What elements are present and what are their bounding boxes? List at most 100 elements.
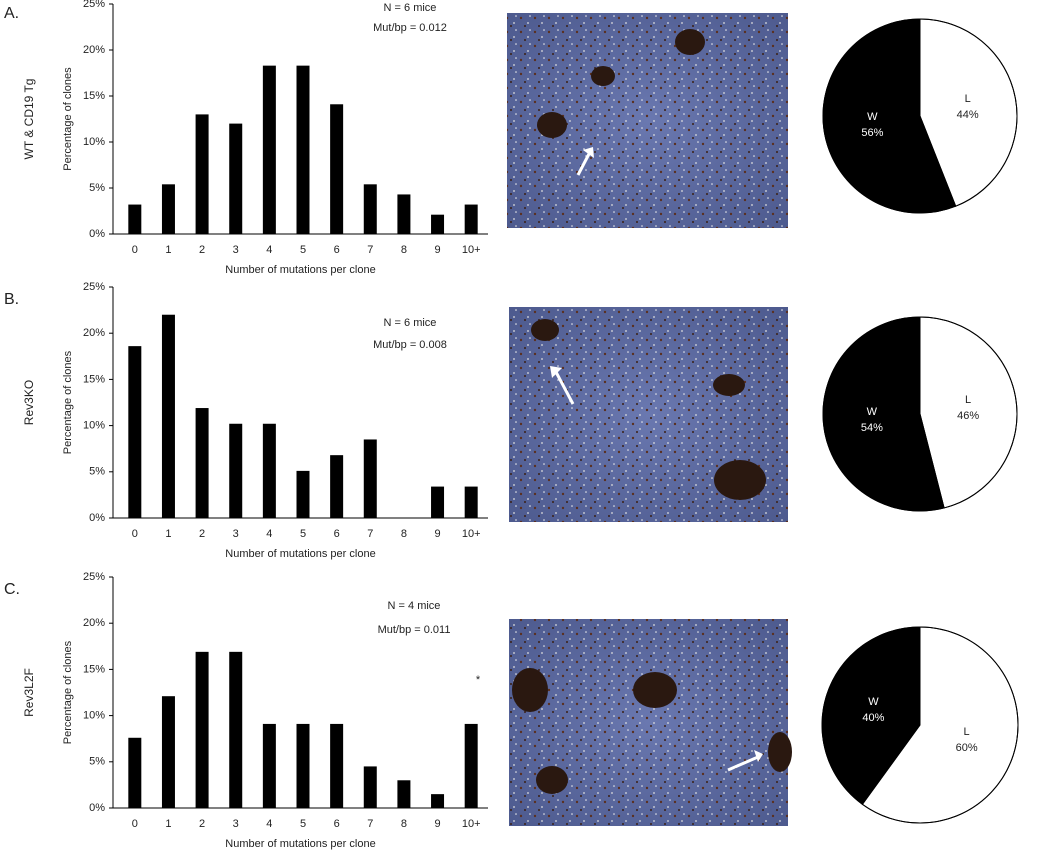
pie-category: L <box>965 394 971 406</box>
bar <box>128 204 142 234</box>
pie-value-label: 40% <box>862 712 884 724</box>
y-tick-label: 20% <box>83 617 105 629</box>
x-tick-label: 3 <box>233 244 239 256</box>
annotation: N = 6 mice <box>384 2 437 14</box>
annotation: N = 6 mice <box>384 317 437 329</box>
y-tick-label: 10% <box>83 710 105 722</box>
bar <box>128 737 142 808</box>
x-tick-label: 5 <box>300 528 306 540</box>
x-tick-label: 7 <box>367 528 373 540</box>
x-tick-label: 9 <box>434 244 440 256</box>
x-tick-label: 4 <box>266 818 272 830</box>
pie-category: W <box>867 111 878 123</box>
y-tick-label: 0% <box>89 802 105 814</box>
pie-outline <box>821 626 1019 824</box>
micrograph-a <box>507 13 788 228</box>
x-tick-label: 3 <box>233 818 239 830</box>
x-tick-label: 5 <box>300 244 306 256</box>
bar <box>397 780 411 808</box>
x-tick-label: 4 <box>266 528 272 540</box>
bar <box>330 455 344 518</box>
x-axis-label: Number of mutations per clone <box>225 838 375 850</box>
x-tick-label: 2 <box>199 528 205 540</box>
bar <box>397 194 411 234</box>
bar <box>195 114 209 234</box>
bar <box>296 470 310 518</box>
y-tick-label: 15% <box>83 373 105 385</box>
bar <box>262 65 276 234</box>
bar <box>330 723 344 808</box>
x-tick-label: 4 <box>266 244 272 256</box>
x-tick-label: 10+ <box>462 528 481 540</box>
bar <box>296 65 310 234</box>
y-axis-label: Percentage of clones <box>62 350 74 454</box>
bar <box>330 104 344 234</box>
bar <box>161 696 175 808</box>
y-tick-label: 10% <box>83 136 105 148</box>
bar <box>296 723 310 808</box>
annotation: N = 4 mice <box>388 600 441 612</box>
bar <box>161 184 175 234</box>
bar <box>363 766 377 808</box>
annotation: Mut/bp = 0.008 <box>373 339 447 351</box>
y-axis-label: Percentage of clones <box>62 67 74 171</box>
pie-value-label: 54% <box>861 422 883 434</box>
x-tick-label: 9 <box>434 818 440 830</box>
x-tick-label: 0 <box>132 818 138 830</box>
x-tick-label: 8 <box>401 528 407 540</box>
annotation: Mut/bp = 0.012 <box>373 22 447 34</box>
panel-label: A. <box>4 5 19 22</box>
bar <box>229 123 243 234</box>
pie-value-label: 44% <box>957 109 979 121</box>
bar <box>363 184 377 234</box>
annotation: Mut/bp = 0.011 <box>378 624 451 636</box>
x-tick-label: 0 <box>132 528 138 540</box>
x-tick-label: 1 <box>165 818 171 830</box>
y-tick-label: 25% <box>83 281 105 293</box>
y-axis-label: Percentage of clones <box>62 640 74 744</box>
x-axis-label: Number of mutations per clone <box>225 264 375 276</box>
x-tick-label: 3 <box>233 528 239 540</box>
y-tick-label: 20% <box>83 44 105 56</box>
group-label: Rev3L2F <box>22 668 36 717</box>
y-tick-label: 20% <box>83 327 105 339</box>
bar <box>431 486 445 518</box>
bar <box>363 439 377 518</box>
bar <box>229 423 243 518</box>
bar <box>464 723 478 808</box>
y-tick-label: 25% <box>83 0 105 10</box>
panel-label: C. <box>4 581 20 598</box>
x-tick-label: 6 <box>334 818 340 830</box>
bar <box>262 723 276 808</box>
bar <box>464 486 478 518</box>
bar <box>229 651 243 808</box>
x-tick-label: 10+ <box>462 244 481 256</box>
x-tick-label: 8 <box>401 818 407 830</box>
y-tick-label: 25% <box>83 571 105 583</box>
x-tick-label: 7 <box>367 244 373 256</box>
x-tick-label: 9 <box>434 528 440 540</box>
bar <box>431 214 445 234</box>
micrograph-b <box>509 307 788 522</box>
pie-outline <box>822 316 1018 512</box>
annotation: * <box>476 674 481 686</box>
pie-category: L <box>964 726 970 738</box>
pie-category: W <box>868 696 879 708</box>
x-tick-label: 6 <box>334 528 340 540</box>
bar <box>128 346 142 518</box>
pie-category: W <box>867 406 878 418</box>
y-tick-label: 5% <box>89 756 105 768</box>
y-tick-label: 0% <box>89 228 105 240</box>
pie-value-label: 56% <box>861 127 883 139</box>
x-tick-label: 1 <box>165 528 171 540</box>
bar <box>262 423 276 518</box>
x-tick-label: 2 <box>199 244 205 256</box>
bar <box>195 408 209 518</box>
bar <box>464 204 478 234</box>
bar <box>161 314 175 518</box>
x-axis-label: Number of mutations per clone <box>225 548 375 560</box>
panel-label: B. <box>4 291 19 308</box>
x-tick-label: 10+ <box>462 818 481 830</box>
y-tick-label: 0% <box>89 512 105 524</box>
